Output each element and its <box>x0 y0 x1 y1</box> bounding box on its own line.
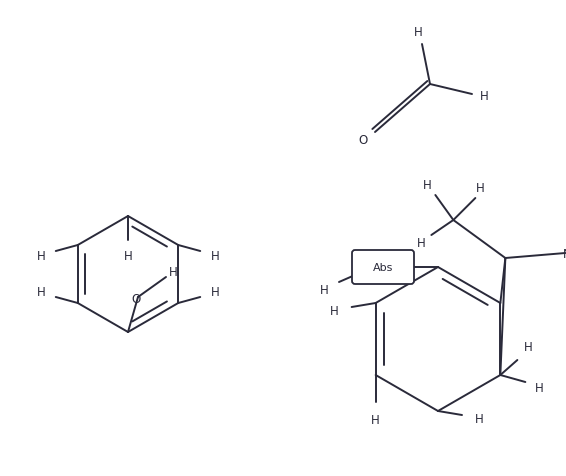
Text: H: H <box>211 286 220 299</box>
Text: H: H <box>476 182 484 195</box>
Text: H: H <box>423 179 432 192</box>
Text: O: O <box>131 293 140 306</box>
Text: H: H <box>417 237 426 250</box>
Text: H: H <box>211 250 220 263</box>
Text: H: H <box>475 413 483 426</box>
Text: H: H <box>331 305 339 318</box>
Text: H: H <box>414 27 422 40</box>
Text: N: N <box>563 247 566 260</box>
Text: H: H <box>524 341 533 354</box>
Text: H: H <box>320 284 328 297</box>
Text: H: H <box>123 250 132 263</box>
Text: Abs: Abs <box>373 262 393 272</box>
Text: H: H <box>169 266 177 279</box>
Text: O: O <box>358 134 368 147</box>
FancyBboxPatch shape <box>352 250 414 284</box>
Text: H: H <box>535 382 544 395</box>
Text: H: H <box>479 90 488 103</box>
Text: H: H <box>36 250 45 263</box>
Text: H: H <box>36 286 45 299</box>
Text: H: H <box>371 414 380 426</box>
